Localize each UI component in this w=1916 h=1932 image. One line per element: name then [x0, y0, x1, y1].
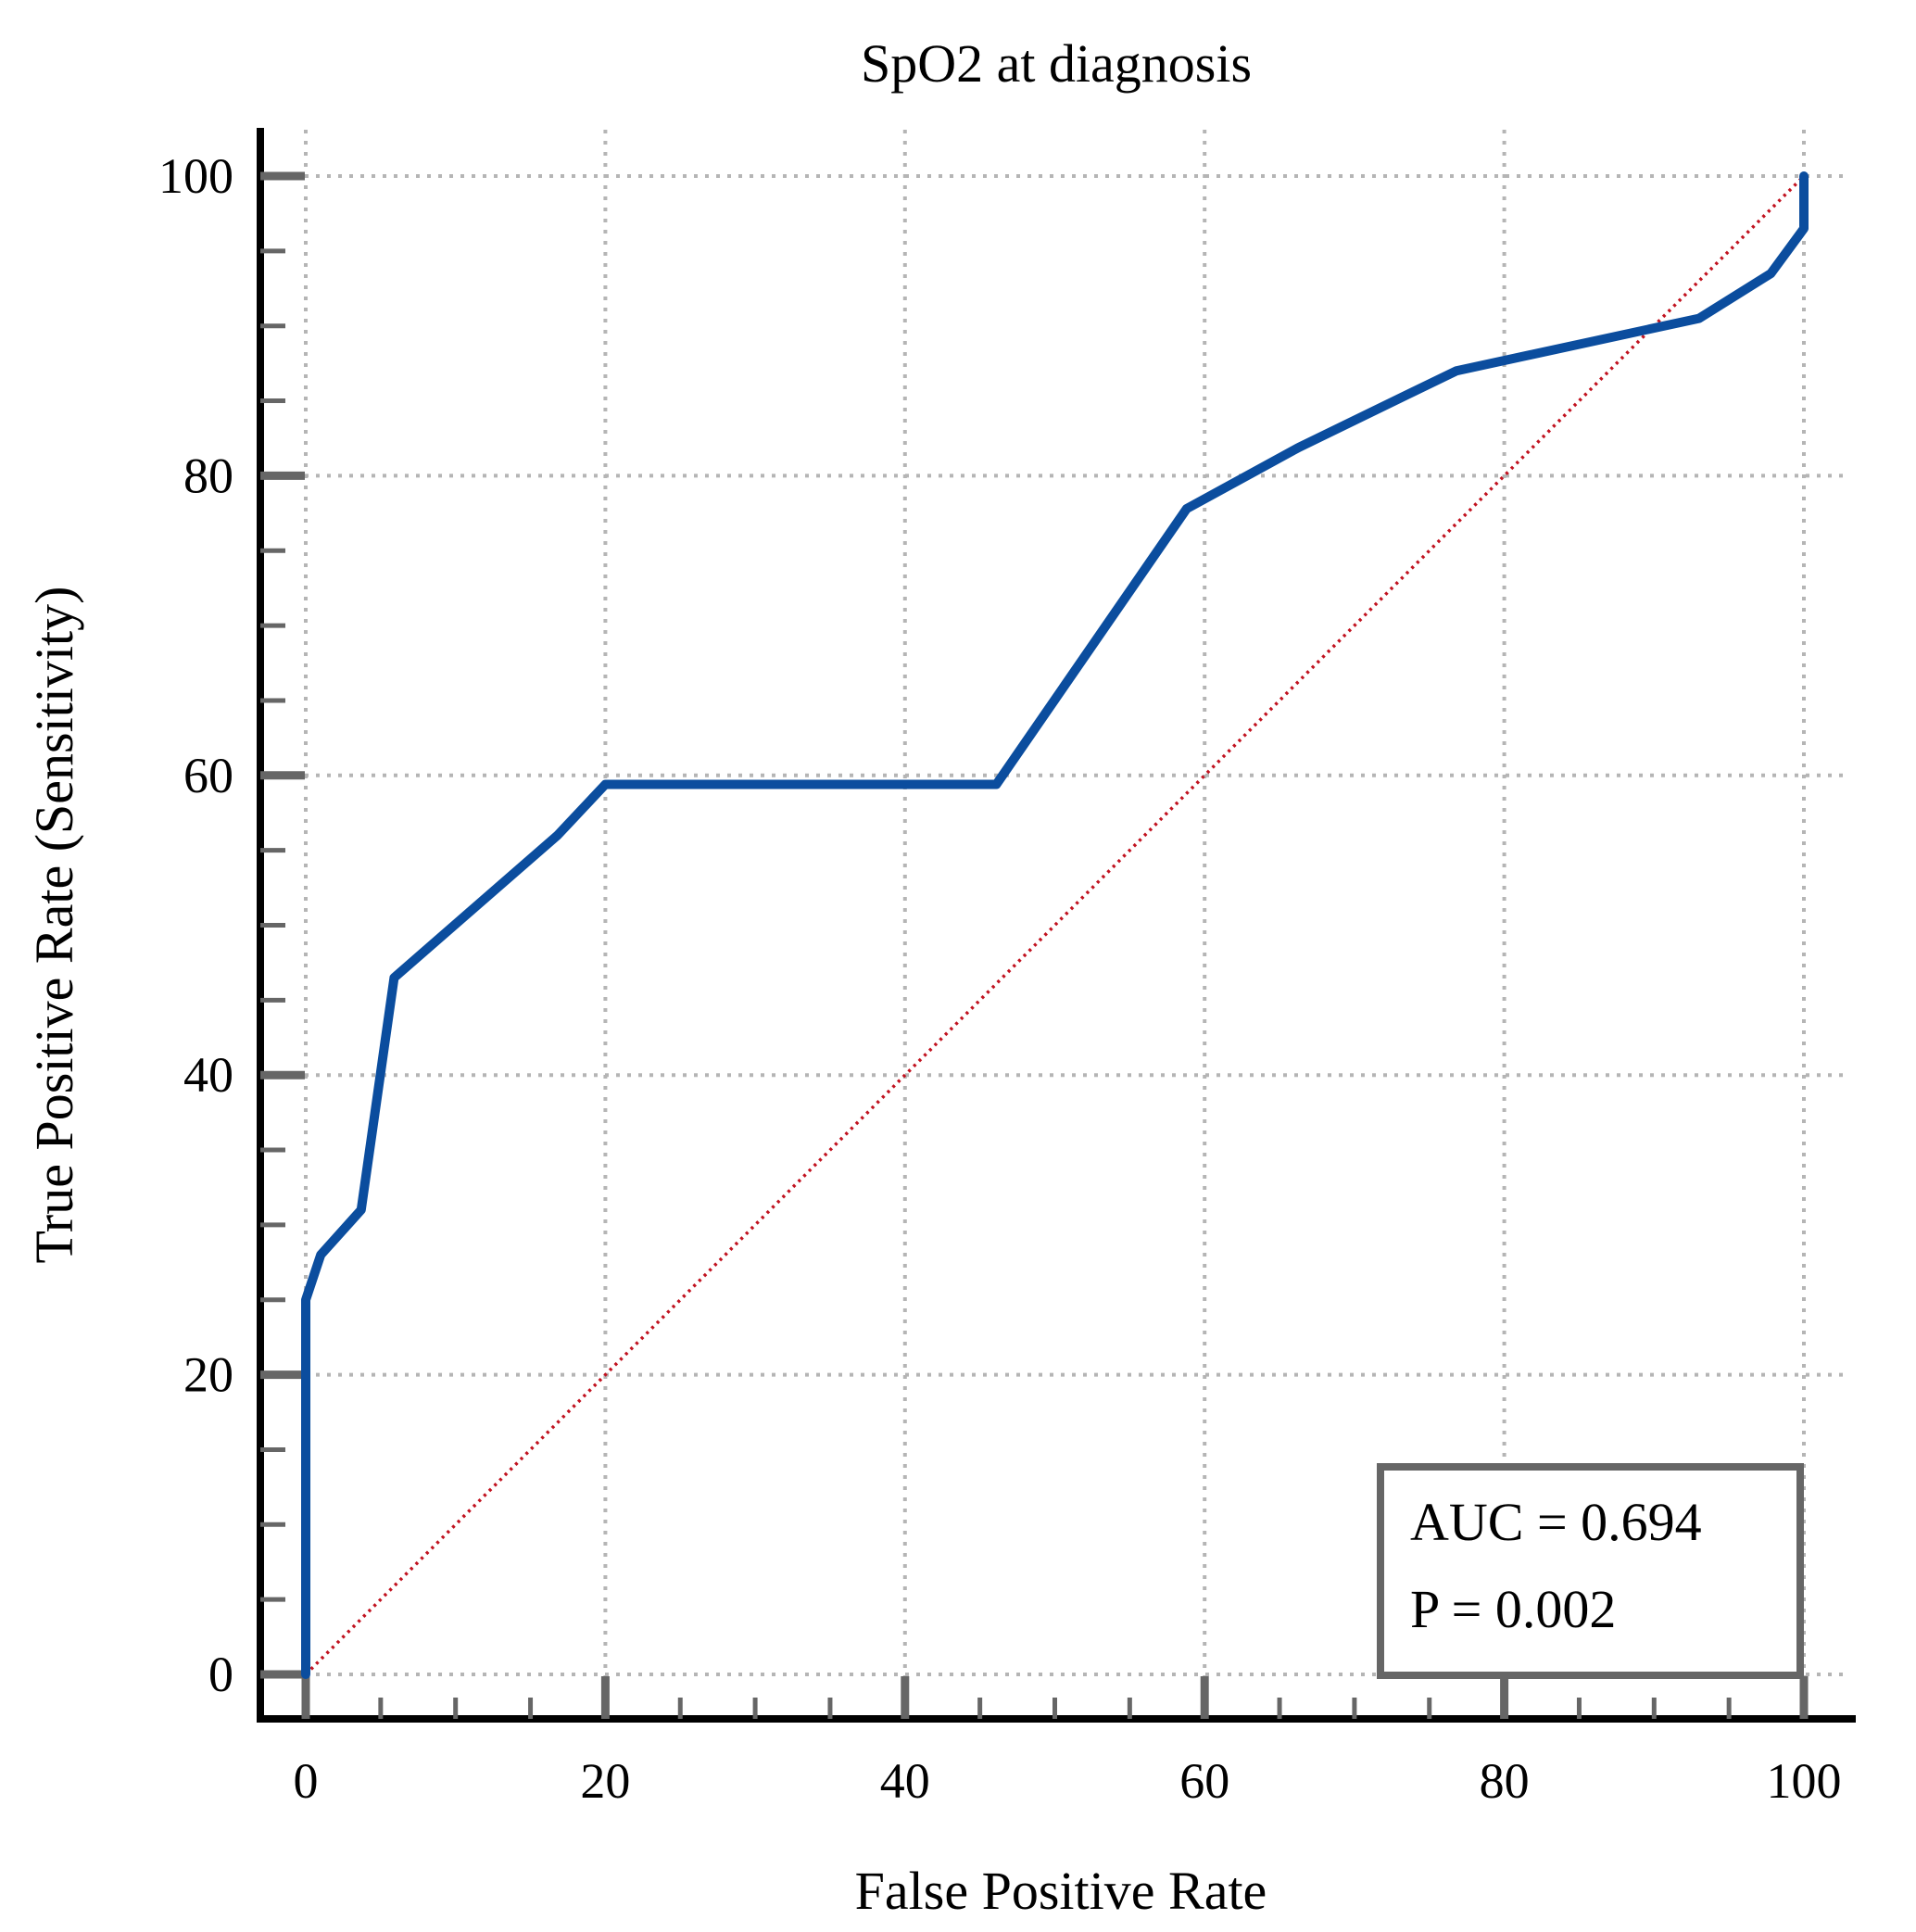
x-tick-label-20: 20 [580, 1753, 630, 1809]
grid [260, 130, 1844, 1719]
y-tick-label-100: 100 [158, 148, 233, 204]
y-tick-label-80: 80 [183, 448, 233, 503]
annotation-frame [1377, 1463, 1804, 1679]
x-tick-label-100: 100 [1767, 1753, 1842, 1809]
auc-value: AUC = 0.694 [1410, 1492, 1702, 1552]
y-axis-title: True Positive Rate (Sensitivity) [24, 587, 84, 1264]
reference-diagonal-line [304, 174, 1806, 1676]
ticks [260, 171, 1809, 1719]
roc-curve-line [301, 171, 1809, 1679]
x-tick-label-40: 40 [880, 1753, 930, 1809]
y-tick-label-40: 40 [183, 1047, 233, 1103]
x-axis-title: False Positive Rate [855, 1861, 1267, 1921]
y-tick-label-60: 60 [183, 748, 233, 803]
p-value: P = 0.002 [1410, 1579, 1616, 1639]
auc-annotation-box: AUC = 0.694 P = 0.002 [1377, 1463, 1804, 1679]
tick-labels: 0 20 40 60 80 100 0 20 40 60 80 100 [158, 148, 1842, 1809]
chart-title: SpO2 at diagnosis [861, 33, 1252, 94]
y-tick-label-0: 0 [208, 1647, 233, 1702]
x-tick-label-60: 60 [1179, 1753, 1229, 1809]
y-tick-label-20: 20 [183, 1347, 233, 1403]
series [301, 171, 1809, 1679]
x-tick-label-80: 80 [1480, 1753, 1530, 1809]
x-tick-label-0: 0 [294, 1753, 319, 1809]
